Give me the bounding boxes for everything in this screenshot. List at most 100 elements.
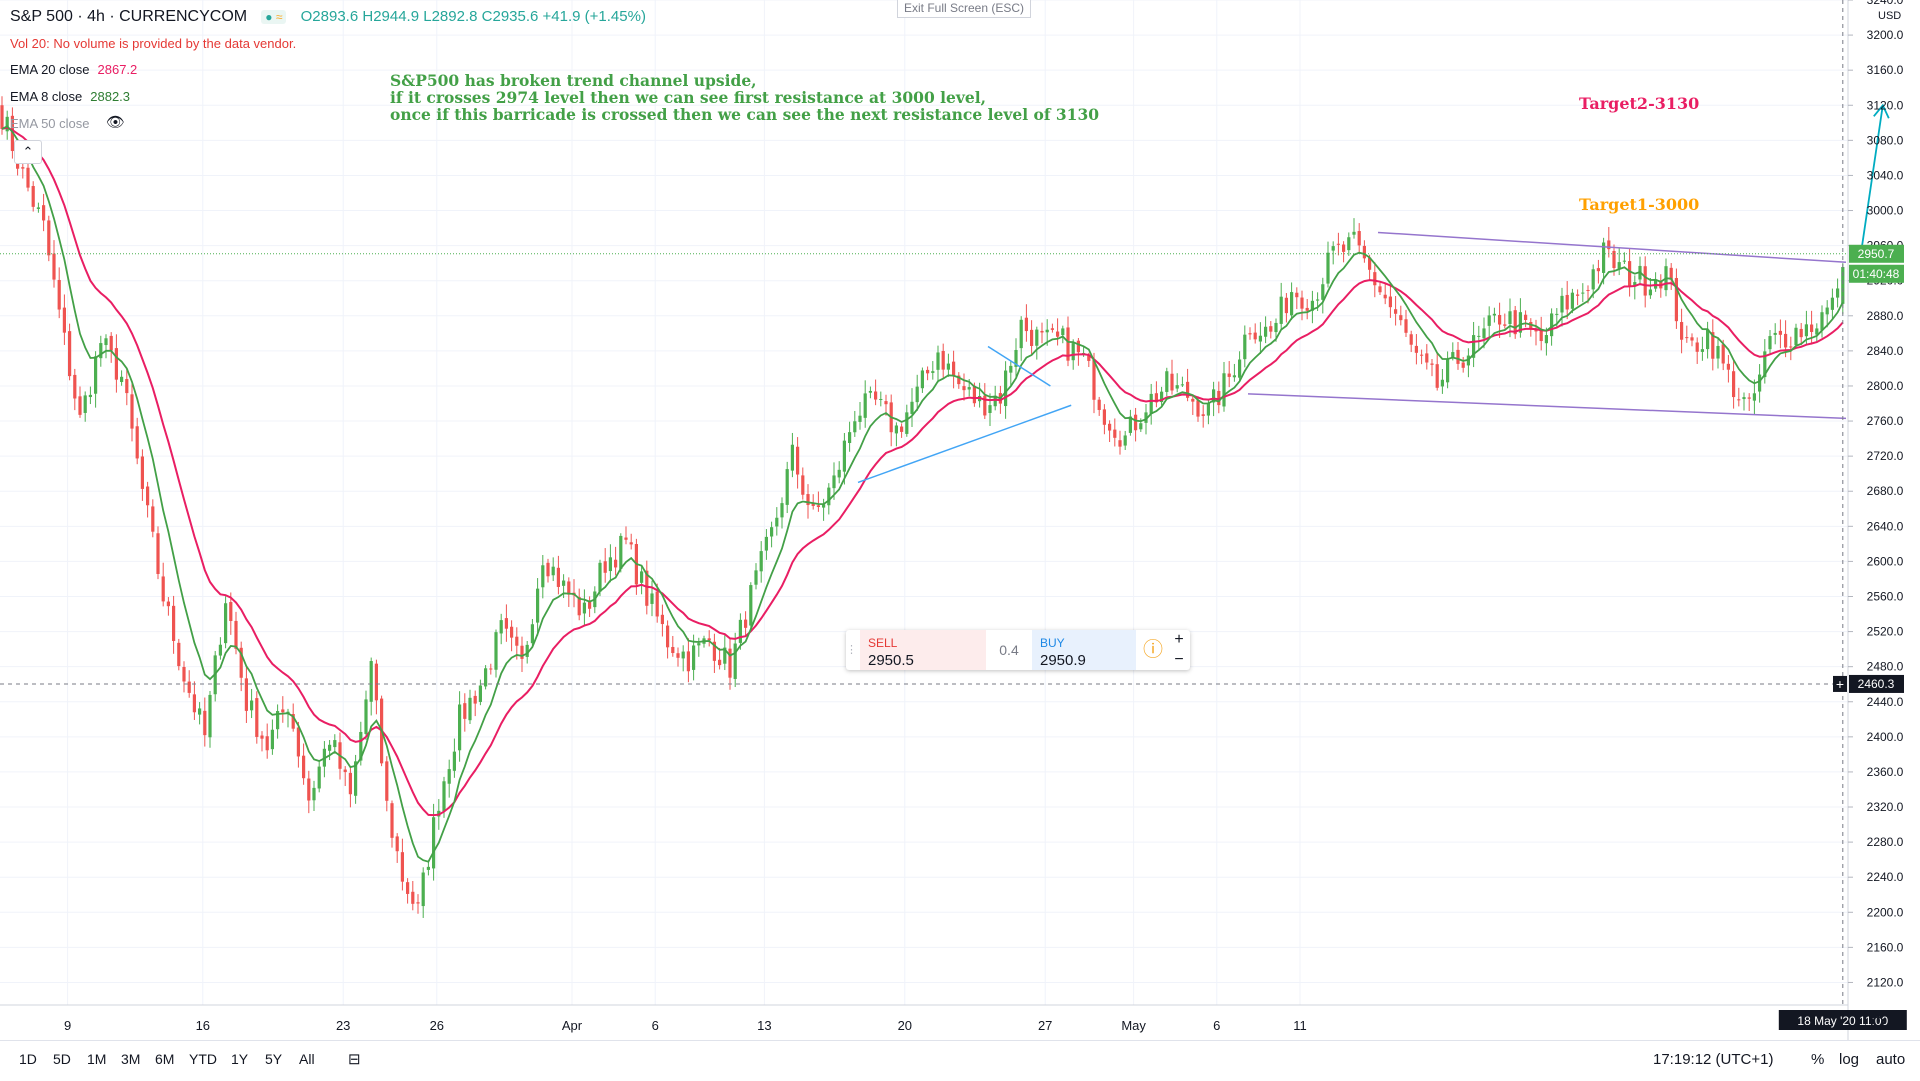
percent-toggle[interactable]: % — [1811, 1051, 1825, 1068]
analysis-annotation[interactable]: S&P500 has broken trend channel upside, … — [390, 72, 1099, 123]
price-tick-label: 2840.0 — [1867, 344, 1904, 358]
chart-canvas[interactable]: + 2120.0 2160.0 2200.0 2240.0 2280.0 2320.0 23… — [0, 0, 1920, 1040]
candle-body — [900, 426, 904, 432]
time-tick-label: 6 — [1213, 1018, 1220, 1033]
candle-body — [1685, 337, 1689, 339]
timeframe-1m[interactable]: 1M — [87, 1051, 107, 1067]
timeframe-1d[interactable]: 1D — [19, 1051, 37, 1067]
candle-body — [770, 527, 774, 537]
timeframe-6m[interactable]: 6M — [155, 1051, 175, 1067]
drag-grip-icon[interactable]: ⋮⋮ — [846, 644, 868, 656]
candle-body — [1232, 375, 1236, 378]
candle-body — [57, 279, 61, 310]
candle-body — [1810, 324, 1814, 332]
exit-fullscreen-button[interactable]: Exit Full Screen (ESC) — [897, 0, 1031, 18]
candle-body — [707, 638, 711, 641]
date-range-icon[interactable]: ⊟ — [348, 1051, 361, 1068]
candle-body — [1061, 328, 1065, 336]
candle-body — [333, 740, 337, 748]
timeframe-all[interactable]: All — [299, 1051, 315, 1067]
candle-body — [983, 395, 987, 416]
log-toggle[interactable]: log — [1839, 1051, 1860, 1068]
ema20-legend[interactable]: EMA 20 close 2867.2 — [10, 62, 137, 77]
candle-body — [1165, 371, 1169, 392]
candle-body — [1539, 330, 1543, 342]
candle-body — [1009, 365, 1013, 373]
candle-body — [499, 620, 503, 634]
candle-body — [1763, 351, 1767, 378]
candle-body — [1206, 403, 1210, 416]
candle-body — [666, 625, 670, 648]
timeframe-5d[interactable]: 5D — [53, 1051, 71, 1067]
candle-body — [78, 396, 82, 415]
candle-body — [853, 421, 857, 433]
price-tick-label: 3040.0 — [1867, 168, 1904, 182]
time-tick-label: 23 — [336, 1018, 350, 1033]
ohlc-change: +41.9 (+1.45%) — [542, 8, 646, 25]
target2-label[interactable]: Target2-3130 — [1579, 94, 1700, 113]
candle-body — [1451, 352, 1455, 358]
candle-body — [1409, 334, 1413, 345]
price-tick-label: 2480.0 — [1867, 660, 1904, 674]
timeframe-ytd[interactable]: YTD — [189, 1051, 217, 1067]
ema50-legend[interactable]: EMA 50 close — [10, 116, 90, 131]
candle-body — [1820, 312, 1824, 331]
candle-body — [1570, 292, 1574, 309]
hidden-eye-icon[interactable]: 👁 — [106, 114, 126, 131]
target-arrow — [1859, 105, 1884, 255]
timeframe-3m[interactable]: 3M — [121, 1051, 141, 1067]
candle-body — [629, 542, 633, 545]
time-axis: 9 16 23 26 Apr 6 13 20 27 May 6 11 18 May '20 11:00 — [64, 1010, 1907, 1033]
candle-body — [1622, 260, 1626, 262]
candle-body — [1264, 326, 1268, 337]
price-tick-label: 2560.0 — [1867, 589, 1904, 603]
candle-body — [1394, 309, 1398, 314]
candle-body — [1004, 370, 1008, 407]
price-tick-label: 2240.0 — [1867, 870, 1904, 884]
ohlc-close: C2935.6 — [481, 8, 539, 25]
ema50-label: EMA 50 close — [10, 116, 90, 131]
candle-body — [229, 602, 233, 621]
candle-body — [203, 710, 207, 736]
price-tick-label: 2320.0 — [1867, 800, 1904, 814]
candle-body — [546, 562, 550, 577]
candle-body — [104, 338, 108, 346]
candle-body — [1648, 289, 1652, 296]
increase-button[interactable]: + — [1174, 631, 1184, 648]
candle-body — [764, 536, 768, 551]
time-tick-label: 13 — [757, 1018, 771, 1033]
price-tick-label: 2160.0 — [1867, 940, 1904, 954]
ema8-legend[interactable]: EMA 8 close 2882.3 — [10, 89, 130, 104]
price-tick-label: 3120.0 — [1867, 98, 1904, 112]
target1-label[interactable]: Target1-3000 — [1579, 195, 1700, 214]
candle-body — [182, 666, 186, 682]
candle-body — [146, 486, 150, 506]
candle-body — [385, 761, 389, 801]
candle-body — [307, 778, 311, 801]
candle-body — [1170, 373, 1174, 391]
buy-button[interactable]: BUY 2950.9 — [1032, 630, 1136, 670]
timeframe-5y[interactable]: 5Y — [265, 1051, 283, 1067]
auto-toggle[interactable]: auto — [1876, 1051, 1906, 1068]
symbol-title[interactable]: S&P 500 · 4h · CURRENCYCOM — [10, 8, 248, 25]
sell-label: SELL — [868, 636, 898, 650]
candle-body — [1258, 335, 1262, 342]
candle-body — [359, 731, 363, 761]
sell-button[interactable]: SELL 2950.5 — [860, 630, 986, 670]
clock-display[interactable]: 17:19:12 (UTC+1) — [1653, 1051, 1774, 1068]
countdown-tag — [1849, 264, 1904, 283]
timeframe-1y[interactable]: 1Y — [231, 1051, 249, 1067]
settings-gear-icon[interactable]: ⚙ — [1870, 1012, 1887, 1032]
candle-body — [406, 882, 410, 894]
info-icon[interactable]: ⓘ — [1143, 639, 1163, 661]
decrease-button[interactable]: − — [1174, 651, 1184, 668]
candle-body — [686, 651, 690, 672]
wedge-upper-line — [987, 345, 1051, 387]
candle-body — [374, 663, 378, 701]
candle-body — [151, 506, 155, 532]
collapse-legend-button[interactable]: ⌃ — [14, 140, 42, 164]
candle-body — [671, 646, 675, 654]
candle-body — [1212, 389, 1216, 403]
price-tick-label: 2760.0 — [1867, 414, 1904, 428]
candle-body — [1461, 362, 1465, 368]
